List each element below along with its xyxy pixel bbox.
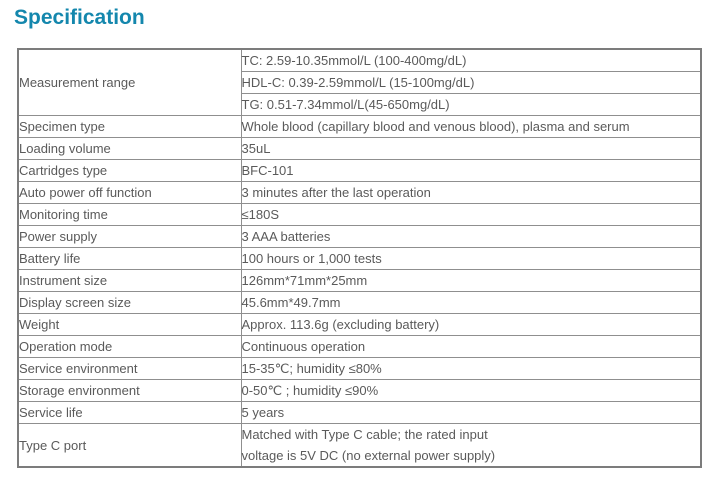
spec-value-line: 3 AAA batteries [241,229,331,244]
table-row: Operation mode Continuous operation [17,335,702,358]
spec-label: Measurement range [17,48,242,116]
spec-label: Battery life [17,247,242,270]
specification-table: Measurement range TC: 2.59-10.35mmol/L (1… [17,48,702,468]
spec-value-cell: 5 years [240,401,702,424]
spec-label: Loading volume [17,137,242,160]
spec-value-line: 15-35℃; humidity ≤80% [241,361,382,376]
spec-value-cell: ≤180S [240,203,702,226]
spec-label: Monitoring time [17,203,242,226]
table-row: Power supply 3 AAA batteries [17,225,702,248]
spec-label: Service life [17,401,242,424]
spec-value-line: voltage is 5V DC (no external power supp… [241,448,496,463]
table-row: Monitoring time ≤180S [17,203,702,226]
spec-value-line: TG: 0.51-7.34mmol/L(45-650mg/dL) [241,97,450,112]
spec-value-line: 126mm*71mm*25mm [241,273,368,288]
spec-value-line: 3 minutes after the last operation [241,185,431,200]
table-row: Battery life 100 hours or 1,000 tests [17,247,702,270]
spec-value-line: Continuous operation [241,339,366,354]
spec-value-cell: 35uL [240,137,702,160]
spec-value-cell: 0-50℃ ; humidity ≤90% [240,379,702,402]
spec-value-cell: 100 hours or 1,000 tests [240,247,702,270]
spec-value-line: TC: 2.59-10.35mmol/L (100-400mg/dL) [241,53,467,68]
spec-label: Weight [17,313,242,336]
table-row: Measurement range TC: 2.59-10.35mmol/L (1… [17,48,702,116]
spec-label: Cartridges type [17,159,242,182]
spec-label: Auto power off function [17,181,242,204]
spec-value-line: 0-50℃ ; humidity ≤90% [241,383,379,398]
spec-value-line: HDL-C: 0.39-2.59mmol/L (15-100mg/dL) [241,75,475,90]
spec-label: Specimen type [17,115,242,138]
page-title: Specification [14,6,145,29]
spec-label: Instrument size [17,269,242,292]
spec-value-line: Approx. 113.6g (excluding battery) [241,317,440,332]
spec-value-cell: Matched with Type C cable; the rated inp… [240,423,702,468]
table-row: Storage environment 0-50℃ ; humidity ≤90% [17,379,702,402]
spec-value-cell: 15-35℃; humidity ≤80% [240,357,702,380]
spec-value-line: BFC-101 [241,163,294,178]
spec-value-cell: Whole blood (capillary blood and venous … [240,115,702,138]
spec-value-cell: Continuous operation [240,335,702,358]
table-row: Type C port Matched with Type C cable; th… [17,423,702,468]
table-row: Auto power off function 3 minutes after t… [17,181,702,204]
spec-value-cell: 45.6mm*49.7mm [240,291,702,314]
spec-value-cell: TC: 2.59-10.35mmol/L (100-400mg/dL) [240,48,702,72]
spec-value-line: 35uL [241,141,271,156]
spec-label: Service environment [17,357,242,380]
spec-label: Storage environment [17,379,242,402]
table-row: Instrument size 126mm*71mm*25mm [17,269,702,292]
spec-label: Operation mode [17,335,242,358]
spec-value-line: 5 years [241,405,285,420]
spec-value-cell: 3 AAA batteries [240,225,702,248]
spec-value-cell: TG: 0.51-7.34mmol/L(45-650mg/dL) [240,93,702,116]
table-row: Cartridges type BFC-101 [17,159,702,182]
spec-label: Display screen size [17,291,242,314]
spec-value-cell: BFC-101 [240,159,702,182]
spec-value-cell: 126mm*71mm*25mm [240,269,702,292]
spec-value-line: Matched with Type C cable; the rated inp… [241,427,488,442]
spec-label: Type C port [17,423,242,468]
specification-table-body: Measurement range TC: 2.59-10.35mmol/L (1… [17,48,702,468]
spec-value-cell: HDL-C: 0.39-2.59mmol/L (15-100mg/dL) [240,71,702,94]
table-row: Specimen type Whole blood (capillary bloo… [17,115,702,138]
spec-value-line: 100 hours or 1,000 tests [241,251,382,266]
table-row: Loading volume 35uL [17,137,702,160]
spec-value-line: 45.6mm*49.7mm [241,295,341,310]
table-row: Service environment 15-35℃; humidity ≤80% [17,357,702,380]
spec-value-line: ≤180S [241,207,280,222]
table-row: Display screen size 45.6mm*49.7mm [17,291,702,314]
spec-value-cell: Approx. 113.6g (excluding battery) [240,313,702,336]
table-row: Service life 5 years [17,401,702,424]
table-row: Weight Approx. 113.6g (excluding battery) [17,313,702,336]
spec-value-line: Whole blood (capillary blood and venous … [241,119,630,134]
spec-value-cell: 3 minutes after the last operation [240,181,702,204]
spec-label: Power supply [17,225,242,248]
